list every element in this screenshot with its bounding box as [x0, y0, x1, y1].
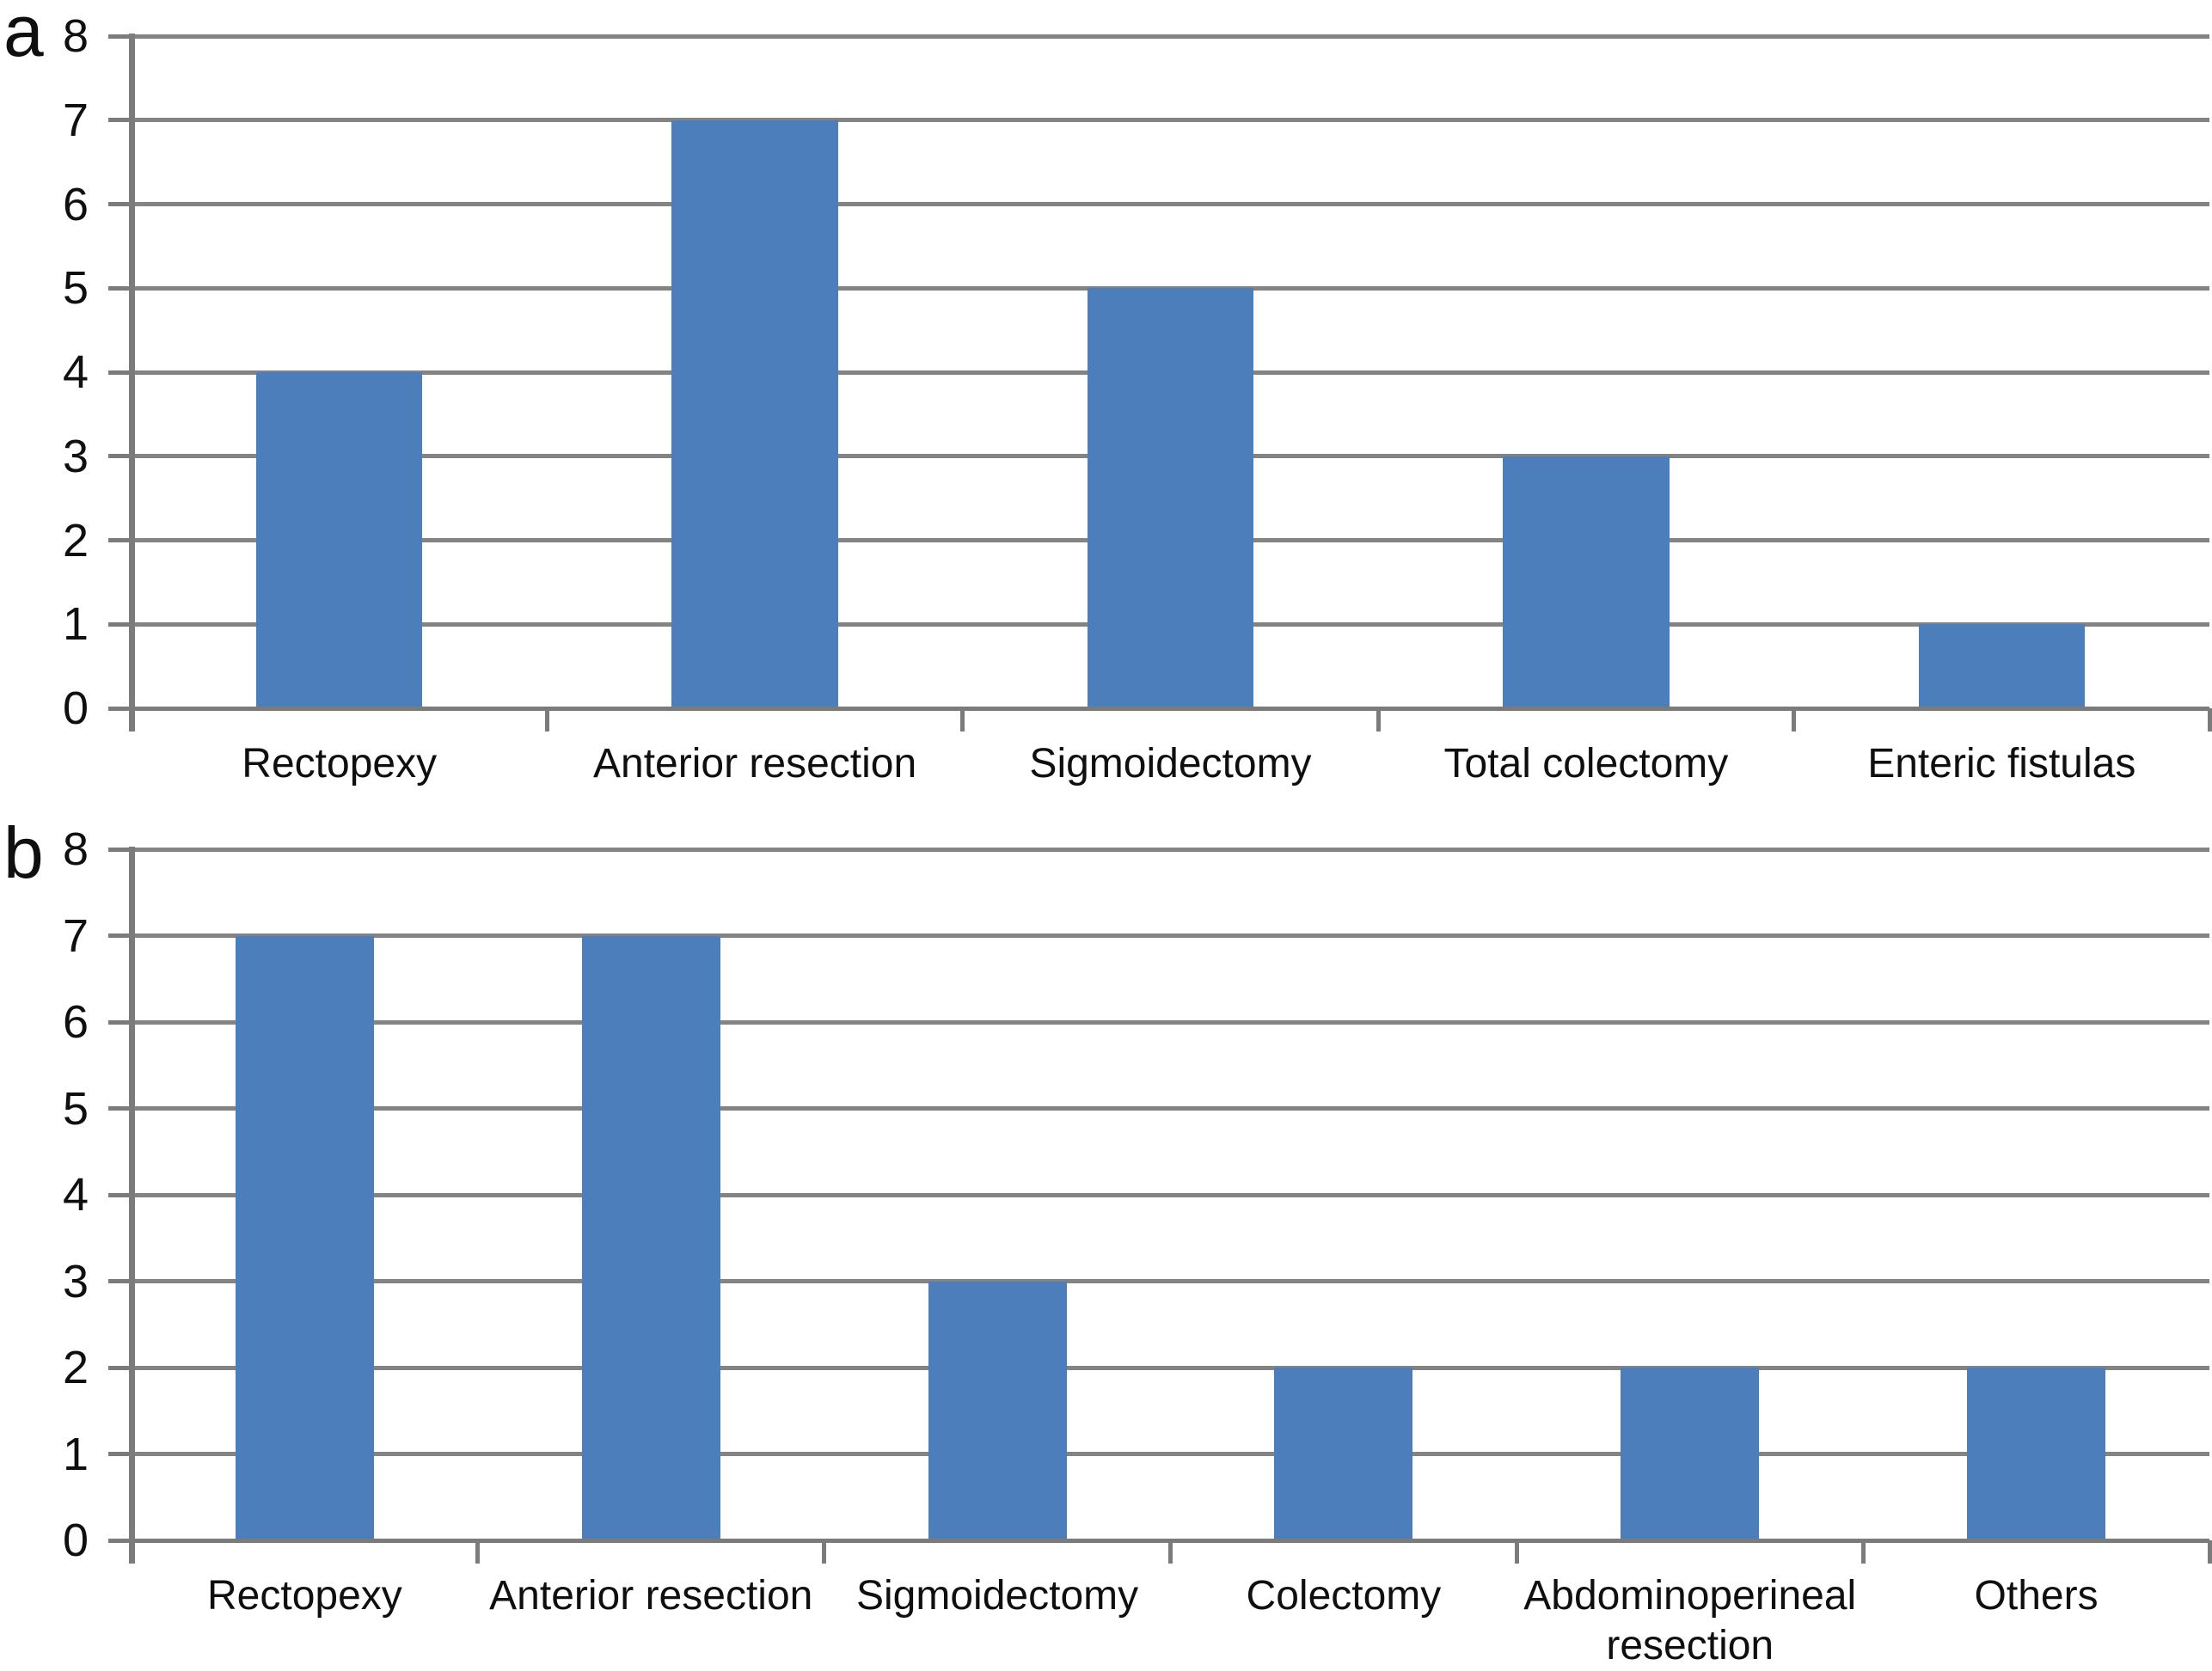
bar-enteric-fistulas	[1918, 624, 2085, 708]
y-axis-label-0: 0	[62, 682, 89, 734]
y-gridline-8	[132, 847, 2209, 852]
y-axis-label-4: 4	[62, 346, 89, 398]
x-axis-label-colectomy: Colectomy	[1246, 1573, 1442, 1619]
y-axis-label-6: 6	[62, 178, 89, 230]
y-gridline-7	[132, 118, 2209, 123]
y-gridline-6	[132, 1019, 2209, 1025]
x-axis-label-sigmoidectomy: Sigmoidectomy	[856, 1573, 1139, 1619]
y-gridline-0	[132, 1538, 2209, 1543]
y-tick-2	[108, 1365, 132, 1370]
x-axis-label-others: Others	[1974, 1573, 2099, 1619]
x-tick-1	[544, 708, 549, 731]
y-tick-4	[108, 370, 132, 375]
bar-rectopexy	[256, 372, 423, 708]
y-axis-line	[129, 34, 135, 731]
bar-abdominoperineal-resection	[1621, 1368, 1760, 1540]
x-tick-0	[129, 1540, 134, 1564]
panel-label-a: a	[3, 0, 44, 71]
y-axis-label-2: 2	[62, 1342, 89, 1393]
chart-a-plot: 0 1 2 3 4 5 6 7 8 Rectopexy Anterior resection Sigm…	[63, 10, 2212, 787]
x-tick-4	[1792, 708, 1797, 731]
y-gridline-5	[132, 1106, 2209, 1111]
x-axis-label-sigmoidectomy: Sigmoidectomy	[1029, 741, 1312, 787]
bar-anterior-resection	[671, 119, 838, 708]
x-axis-label-total-colectomy: Total colectomy	[1443, 741, 1729, 787]
x-tick-2	[960, 708, 965, 731]
x-tick-5	[2207, 708, 2212, 731]
chart-b-plot: 0 1 2 3 4 5 6 7 8 Rectopexy Anterior resection Sigm…	[63, 823, 2212, 1668]
y-tick-8	[108, 847, 132, 852]
bar-others	[1967, 1368, 2106, 1540]
x-axis-label-anterior-resection: Anterior resection	[593, 741, 917, 787]
x-tick-2	[822, 1540, 827, 1564]
y-axis-label-8: 8	[62, 10, 89, 62]
bar-rectopexy	[235, 935, 374, 1540]
y-axis-label-2: 2	[62, 514, 89, 566]
x-tick-1	[475, 1540, 481, 1564]
y-tick-0	[108, 1538, 132, 1543]
y-gridline-8	[132, 34, 2209, 39]
y-axis-label-3: 3	[62, 1255, 89, 1307]
y-tick-6	[108, 202, 132, 206]
y-gridline-7	[132, 933, 2209, 938]
y-tick-7	[108, 118, 132, 123]
y-axis-label-0: 0	[62, 1515, 89, 1566]
y-tick-5	[108, 285, 132, 291]
y-axis-label-8: 8	[62, 823, 89, 875]
y-gridline-1	[132, 1452, 2209, 1456]
x-axis-label-rectopexy: Rectopexy	[242, 741, 438, 787]
y-axis-label-1: 1	[62, 598, 89, 651]
panel-label-b: b	[3, 812, 44, 893]
y-gridline-6	[132, 202, 2209, 206]
bar-sigmoidectomy	[928, 1281, 1067, 1540]
x-axis-label-anterior-resection: Anterior resection	[489, 1573, 813, 1619]
y-tick-3	[108, 1279, 132, 1283]
bar-sigmoidectomy	[1087, 288, 1254, 708]
y-tick-1	[108, 621, 132, 627]
y-tick-0	[108, 706, 132, 711]
x-tick-5	[1860, 1540, 1866, 1564]
y-axis-label-1: 1	[62, 1428, 89, 1480]
bar-colectomy	[1274, 1368, 1413, 1540]
y-tick-3	[108, 454, 132, 459]
y-tick-2	[108, 538, 132, 542]
y-gridline-2	[132, 1365, 2209, 1370]
y-axis-label-5: 5	[62, 262, 89, 315]
x-tick-6	[2207, 1540, 2212, 1564]
y-tick-1	[108, 1452, 132, 1456]
y-axis-line	[129, 847, 135, 1564]
bar-anterior-resection	[581, 935, 720, 1540]
y-tick-5	[108, 1106, 132, 1111]
bar-total-colectomy	[1503, 456, 1670, 708]
y-axis-label-7: 7	[62, 909, 89, 962]
y-gridline-3	[132, 1279, 2209, 1283]
x-axis-label-enteric-fistulas: Enteric fistulas	[1867, 741, 2136, 787]
y-tick-8	[108, 34, 132, 39]
x-tick-4	[1514, 1540, 1519, 1564]
x-axis-label-abdominoperineal-resection: Abdominoperineal resection	[1523, 1573, 1857, 1668]
y-axis-label-6: 6	[62, 996, 89, 1048]
x-axis-label-rectopexy: Rectopexy	[207, 1573, 402, 1619]
y-gridline-0	[132, 706, 2209, 711]
y-tick-6	[108, 1019, 132, 1025]
x-tick-3	[1376, 708, 1381, 731]
y-gridline-4	[132, 1192, 2209, 1197]
y-axis-label-7: 7	[62, 94, 89, 146]
y-tick-7	[108, 933, 132, 938]
y-tick-4	[108, 1192, 132, 1197]
y-axis-label-3: 3	[62, 430, 89, 482]
y-axis-label-4: 4	[62, 1169, 89, 1221]
x-tick-3	[1168, 1540, 1173, 1564]
x-tick-0	[129, 708, 134, 731]
y-axis-label-5: 5	[62, 1082, 89, 1135]
